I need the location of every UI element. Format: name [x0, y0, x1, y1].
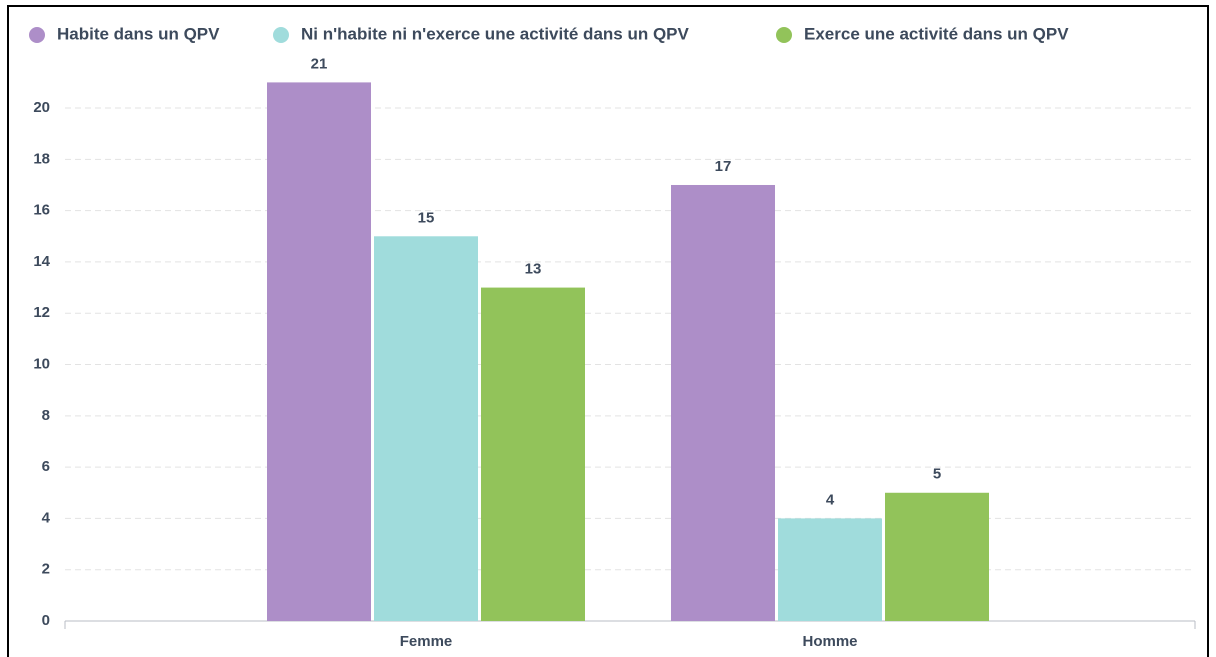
bar: [481, 287, 585, 621]
y-tick-label: 0: [42, 612, 50, 629]
x-tick-label: Femme: [400, 633, 453, 650]
y-tick-label: 2: [42, 561, 50, 578]
chart-frame: [7, 5, 1209, 657]
y-tick-label: 16: [33, 202, 50, 219]
legend-marker: [776, 27, 792, 43]
y-tick-label: 14: [33, 253, 50, 270]
legend-marker: [273, 27, 289, 43]
bar: [778, 518, 882, 621]
bar: [374, 236, 478, 622]
y-tick-label: 4: [42, 509, 51, 526]
y-tick-label: 8: [42, 407, 50, 424]
data-label: 4: [826, 491, 835, 508]
bar: [885, 492, 989, 621]
bar: [671, 184, 775, 621]
y-tick-label: 12: [33, 304, 50, 321]
bar: [267, 82, 371, 621]
legend-label: Ni n'habite ni n'exerce une activité dan…: [301, 24, 690, 43]
x-tick-label: Homme: [802, 633, 857, 650]
data-label: 21: [311, 55, 328, 72]
data-label: 5: [933, 466, 941, 483]
y-tick-label: 10: [33, 355, 50, 372]
legend-label: Habite dans un QPV: [57, 24, 220, 43]
data-label: 13: [525, 261, 542, 278]
data-label: 15: [418, 209, 435, 226]
y-tick-label: 20: [33, 99, 50, 116]
y-tick-label: 6: [42, 458, 50, 475]
legend-label: Exerce une activité dans un QPV: [804, 24, 1069, 43]
y-tick-label: 18: [33, 150, 50, 167]
legend-marker: [29, 27, 45, 43]
data-label: 17: [715, 158, 732, 175]
